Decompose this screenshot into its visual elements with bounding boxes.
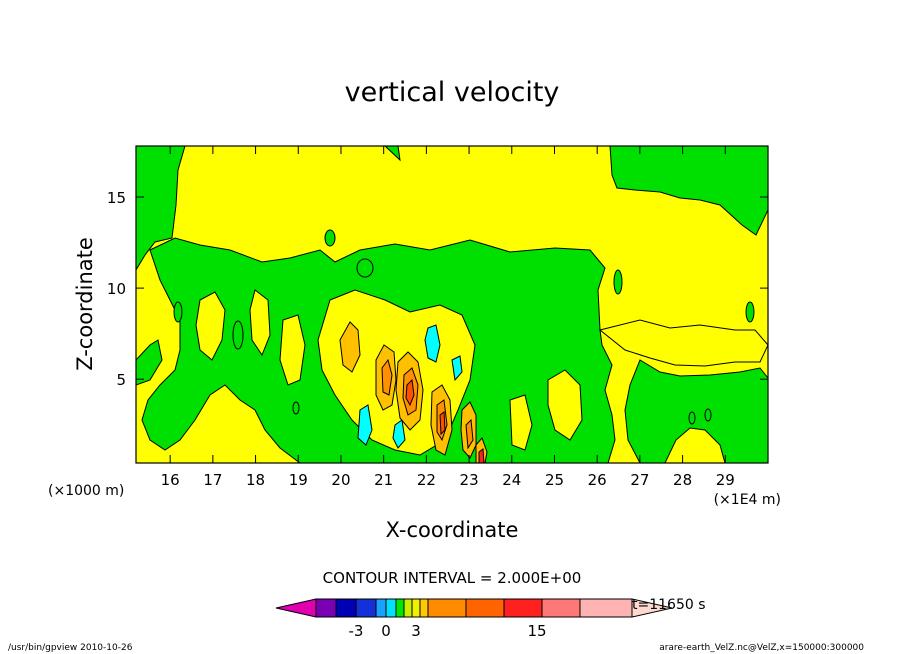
- colorbar-label: 3: [411, 622, 421, 640]
- x-tick-label: 22: [417, 471, 436, 489]
- colorbar-swatch: [503, 598, 543, 618]
- y-axis-title: Z-coordinate: [73, 237, 97, 371]
- colorbar-swatch: [579, 598, 633, 618]
- region-top-right: [609, 146, 768, 236]
- small-cell: [613, 269, 623, 295]
- colorbar-swatch: [403, 598, 413, 618]
- colorbar-label: 0: [381, 622, 391, 640]
- colorbar: [275, 598, 673, 618]
- x-unit-left: (×1000 m): [48, 483, 124, 499]
- pocket-5: [547, 369, 583, 441]
- colorbar-swatch: [315, 598, 337, 618]
- cell-a-outer: [339, 321, 361, 373]
- small-cell: [232, 320, 244, 350]
- y-tick-label: 15: [107, 189, 126, 207]
- colorbar-swatch: [375, 598, 387, 618]
- plot-frame: [135, 145, 769, 464]
- footer-left: /usr/bin/gpview 2010-10-26: [8, 643, 133, 653]
- plot-area: [136, 146, 768, 463]
- region-top-center: [384, 146, 401, 162]
- small-cell: [292, 401, 300, 415]
- small-cell: [745, 301, 755, 323]
- colorbar-swatch: [427, 598, 467, 618]
- colorbar-swatch: [355, 598, 377, 618]
- x-axis: 16 17 18 19 20 21 22 23 24 25 26 27 28 29: [161, 146, 735, 489]
- x-tick-label: 25: [545, 471, 564, 489]
- cell-c-core: [405, 378, 415, 407]
- y-tick-label: 10: [107, 280, 126, 298]
- pocket-4: [279, 314, 306, 386]
- colorbar-arrow-right: [631, 598, 673, 618]
- x-tick-label: 18: [246, 471, 265, 489]
- colorbar-labels: -3 0 3 15: [349, 622, 547, 640]
- colorbar-swatch: [335, 598, 357, 618]
- region-top-left: [136, 146, 186, 271]
- cell-e-core: [465, 418, 474, 450]
- cyan-cell-1: [424, 324, 441, 363]
- x-tick-label: 20: [331, 471, 350, 489]
- cyan-cell-3: [392, 419, 406, 449]
- small-negative-cells: [173, 229, 755, 425]
- colorbar-swatch: [465, 598, 505, 618]
- x-unit-right: (×1E4 m): [714, 492, 781, 508]
- contour-interval-label: CONTOUR INTERVAL = 2.000E+00: [323, 569, 582, 587]
- colorbar-swatch: [411, 598, 421, 618]
- small-cell: [688, 411, 696, 425]
- x-tick-label: 17: [203, 471, 222, 489]
- x-tick-label: 16: [161, 471, 180, 489]
- cell-f-core: [478, 448, 485, 463]
- x-tick-label: 24: [502, 471, 521, 489]
- cell-b-mid: [381, 358, 393, 396]
- pocket-7: [598, 319, 768, 367]
- colorbar-label: -3: [349, 622, 364, 640]
- footer-right: arare-earth_VelZ.nc@VelZ,x=150000:300000: [659, 643, 864, 653]
- colorbar-swatch: [385, 598, 397, 618]
- small-cell: [704, 408, 712, 422]
- colorbar-arrow-left: [275, 598, 317, 618]
- colorbar-swatch: [395, 598, 405, 618]
- pocket-3: [249, 289, 271, 357]
- region-right-lower: [624, 359, 768, 463]
- colorbar-swatch: [419, 598, 429, 618]
- y-tick-label: 5: [116, 371, 126, 389]
- strong-positive-regions: [339, 321, 488, 463]
- y-axis: 5 10 15: [107, 189, 768, 389]
- pocket-2: [195, 291, 226, 361]
- x-tick-label: 27: [630, 471, 649, 489]
- cyan-cell-4: [451, 355, 463, 382]
- pocket-6: [509, 394, 533, 451]
- small-cell: [173, 301, 183, 323]
- time-label: t=11650 s: [632, 597, 706, 613]
- cyan-cell-2: [357, 404, 373, 446]
- x-tick-label: 21: [374, 471, 393, 489]
- chart-title: vertical velocity: [345, 77, 560, 108]
- strong-negative-regions: [357, 324, 463, 449]
- x-tick-label: 29: [716, 471, 735, 489]
- x-tick-label: 28: [673, 471, 692, 489]
- colorbar-label: 15: [527, 622, 546, 640]
- small-cell: [356, 258, 374, 278]
- x-tick-label: 19: [289, 471, 308, 489]
- x-tick-label: 23: [460, 471, 479, 489]
- x-tick-label: 26: [588, 471, 607, 489]
- region-left-bottom: [136, 339, 163, 386]
- cell-d-core: [439, 411, 446, 436]
- colorbar-swatch: [541, 598, 581, 618]
- x-axis-title: X-coordinate: [386, 518, 519, 542]
- small-cell: [324, 229, 336, 247]
